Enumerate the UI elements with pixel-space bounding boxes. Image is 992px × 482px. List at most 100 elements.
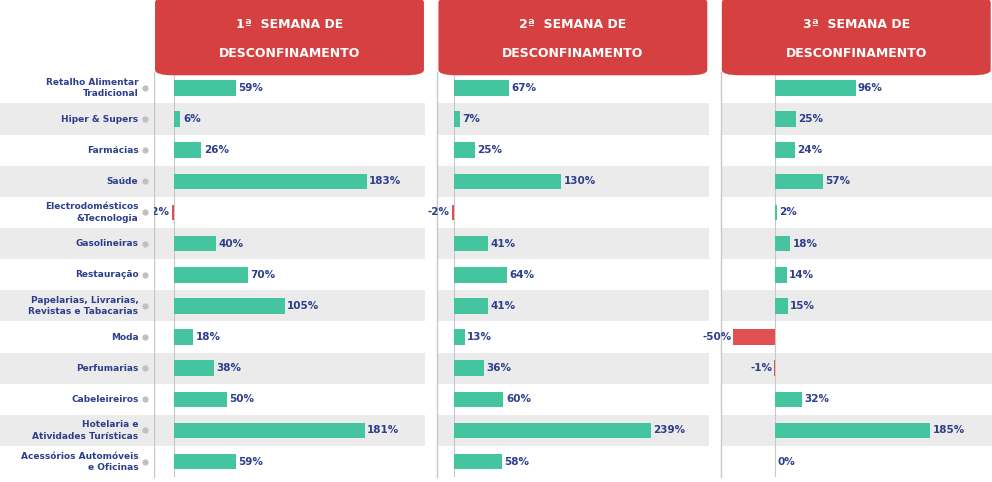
Bar bbox=[154, 384, 426, 415]
Bar bbox=[720, 72, 992, 104]
FancyBboxPatch shape bbox=[722, 0, 991, 75]
Text: 36%: 36% bbox=[486, 363, 511, 373]
Bar bbox=[437, 321, 708, 353]
Text: 3ª  SEMANA DE: 3ª SEMANA DE bbox=[803, 17, 910, 30]
Bar bbox=[720, 446, 992, 477]
Text: -2%: -2% bbox=[148, 207, 170, 217]
Bar bbox=[0, 134, 154, 166]
Bar bbox=[154, 104, 426, 134]
Bar bbox=[0, 353, 154, 384]
Text: 13%: 13% bbox=[467, 332, 492, 342]
Bar bbox=[776, 174, 823, 189]
Bar bbox=[154, 321, 426, 353]
Bar bbox=[174, 80, 236, 95]
Text: 41%: 41% bbox=[490, 301, 516, 311]
Bar bbox=[0, 446, 154, 477]
Bar bbox=[454, 80, 509, 95]
Bar bbox=[776, 267, 787, 282]
Bar bbox=[776, 111, 797, 127]
Text: 1ª  SEMANA DE: 1ª SEMANA DE bbox=[236, 17, 343, 30]
Text: 239%: 239% bbox=[653, 426, 685, 435]
Text: Cabeleireiros: Cabeleireiros bbox=[71, 395, 138, 404]
Bar bbox=[454, 267, 507, 282]
Bar bbox=[437, 72, 708, 104]
Bar bbox=[174, 174, 367, 189]
Bar bbox=[154, 446, 426, 477]
Bar bbox=[454, 174, 560, 189]
Bar bbox=[174, 329, 193, 345]
Bar bbox=[720, 197, 992, 228]
Text: 2ª  SEMANA DE: 2ª SEMANA DE bbox=[519, 17, 627, 30]
Text: 6%: 6% bbox=[183, 114, 200, 124]
Text: Perfumarias: Perfumarias bbox=[76, 364, 138, 373]
Text: 181%: 181% bbox=[367, 426, 400, 435]
Bar bbox=[0, 259, 154, 290]
Text: 105%: 105% bbox=[287, 301, 319, 311]
Bar bbox=[454, 111, 459, 127]
Bar bbox=[174, 454, 236, 469]
Bar bbox=[776, 391, 803, 407]
Bar bbox=[776, 142, 796, 158]
Bar bbox=[174, 391, 227, 407]
Text: 7%: 7% bbox=[462, 114, 480, 124]
Bar bbox=[0, 228, 154, 259]
Text: DESCONFINAMENTO: DESCONFINAMENTO bbox=[219, 47, 360, 59]
Text: 59%: 59% bbox=[239, 456, 264, 467]
Text: 60%: 60% bbox=[506, 394, 531, 404]
Text: 185%: 185% bbox=[932, 426, 964, 435]
Text: 24%: 24% bbox=[798, 145, 822, 155]
Bar bbox=[0, 166, 154, 197]
Text: Moda: Moda bbox=[111, 333, 138, 342]
Bar bbox=[733, 329, 776, 345]
Bar bbox=[720, 384, 992, 415]
Bar bbox=[0, 415, 154, 446]
Text: 183%: 183% bbox=[369, 176, 402, 187]
Text: -1%: -1% bbox=[750, 363, 773, 373]
Bar bbox=[720, 290, 992, 321]
Bar bbox=[454, 236, 488, 252]
Bar bbox=[0, 197, 154, 228]
Bar bbox=[174, 298, 285, 314]
Text: 32%: 32% bbox=[805, 394, 829, 404]
Bar bbox=[154, 353, 426, 384]
Bar bbox=[0, 72, 154, 104]
Text: 2%: 2% bbox=[779, 207, 797, 217]
Bar bbox=[776, 423, 930, 438]
Bar bbox=[174, 236, 216, 252]
Text: Farmácias: Farmácias bbox=[86, 146, 138, 155]
Text: -50%: -50% bbox=[702, 332, 731, 342]
Text: 18%: 18% bbox=[793, 239, 817, 249]
Text: DESCONFINAMENTO: DESCONFINAMENTO bbox=[786, 47, 927, 59]
Bar bbox=[154, 72, 426, 104]
Text: 38%: 38% bbox=[216, 363, 242, 373]
Bar bbox=[454, 329, 464, 345]
Bar bbox=[720, 104, 992, 134]
Bar bbox=[0, 290, 154, 321]
Text: 50%: 50% bbox=[229, 394, 254, 404]
Text: -2%: -2% bbox=[428, 207, 449, 217]
Text: Electrodomésticos
&Tecnologia: Electrodomésticos &Tecnologia bbox=[45, 202, 138, 223]
Text: 40%: 40% bbox=[218, 239, 244, 249]
FancyBboxPatch shape bbox=[155, 0, 424, 75]
Text: Acessórios Automóveis
e Oficinas: Acessórios Automóveis e Oficinas bbox=[21, 452, 138, 472]
Bar bbox=[0, 104, 154, 134]
Bar bbox=[174, 361, 214, 376]
Text: 0%: 0% bbox=[778, 456, 796, 467]
Bar bbox=[0, 384, 154, 415]
Text: 57%: 57% bbox=[825, 176, 850, 187]
Text: 130%: 130% bbox=[563, 176, 596, 187]
Text: Saúde: Saúde bbox=[107, 177, 138, 186]
Text: 58%: 58% bbox=[504, 456, 530, 467]
Bar bbox=[437, 353, 708, 384]
Text: 18%: 18% bbox=[195, 332, 220, 342]
Bar bbox=[454, 361, 484, 376]
Bar bbox=[776, 205, 777, 220]
Bar bbox=[720, 166, 992, 197]
Text: 67%: 67% bbox=[512, 83, 537, 93]
Text: Hiper & Supers: Hiper & Supers bbox=[62, 115, 138, 123]
Bar bbox=[437, 446, 708, 477]
FancyBboxPatch shape bbox=[438, 0, 707, 75]
Text: 41%: 41% bbox=[490, 239, 516, 249]
Text: Papelarias, Livrarias,
Revistas e Tabacarias: Papelarias, Livrarias, Revistas e Tabaca… bbox=[29, 296, 138, 316]
Bar bbox=[437, 166, 708, 197]
